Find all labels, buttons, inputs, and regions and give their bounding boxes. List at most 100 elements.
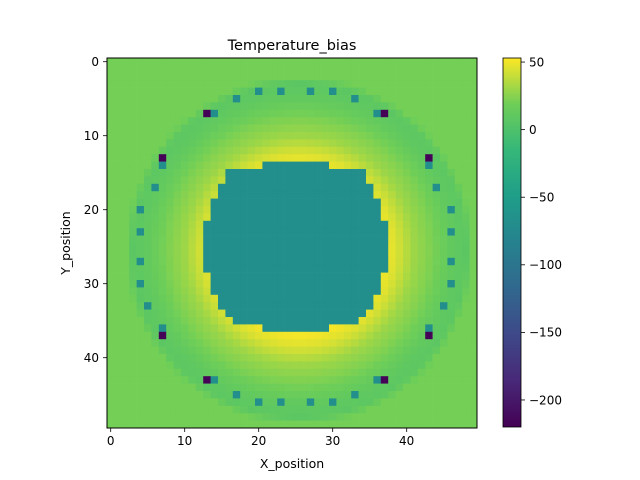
heatmap-cell	[358, 309, 367, 318]
heatmap-cell	[284, 109, 293, 118]
heatmap-cell	[292, 376, 300, 384]
heatmap-cell	[129, 87, 137, 96]
heatmap-cell	[403, 176, 411, 185]
heatmap-cell	[425, 420, 433, 429]
heatmap-cell	[432, 287, 441, 296]
heatmap-cell	[462, 317, 470, 325]
heatmap-cell	[358, 235, 367, 244]
heatmap-cell	[395, 213, 404, 222]
heatmap-cell	[269, 287, 278, 296]
heatmap-cell	[232, 324, 241, 333]
heatmap-cell	[321, 317, 330, 325]
heatmap-cell	[247, 368, 256, 377]
heatmap-cell	[403, 161, 411, 170]
heatmap-cell	[173, 176, 182, 185]
heatmap-cell	[166, 317, 174, 325]
heatmap-cell	[240, 169, 248, 177]
heatmap-cell	[306, 368, 315, 377]
heatmap-cell	[232, 65, 241, 74]
heatmap-cell	[136, 331, 145, 340]
heatmap-cell	[440, 294, 448, 303]
heatmap-cell	[410, 235, 419, 244]
heatmap-cell	[366, 109, 374, 118]
heatmap-cell	[262, 405, 271, 414]
heatmap-cell	[255, 198, 263, 207]
heatmap-cell	[121, 132, 130, 140]
heatmap-cell	[395, 72, 404, 81]
heatmap-cell	[410, 243, 419, 251]
heatmap-cell	[299, 95, 308, 103]
heatmap-cell	[166, 243, 174, 251]
heatmap-cell	[218, 280, 226, 288]
heatmap-cell	[454, 346, 463, 355]
heatmap-cell	[195, 161, 204, 170]
heatmap-cell	[321, 191, 330, 199]
heatmap-cell	[269, 80, 278, 88]
heatmap-cell	[107, 339, 115, 347]
heatmap-cell	[314, 154, 322, 162]
heatmap-cell	[425, 302, 433, 310]
heatmap-cell	[410, 102, 419, 111]
heatmap-cell	[329, 220, 337, 229]
heatmap-cell	[403, 191, 411, 199]
heatmap-cell	[336, 250, 345, 259]
heatmap-cell	[425, 206, 433, 214]
heatmap-cell	[410, 391, 419, 399]
heatmap-cell	[151, 331, 160, 340]
heatmap-cell	[247, 302, 256, 310]
heatmap-cell	[306, 72, 315, 81]
heatmap-cell	[136, 72, 145, 81]
heatmap-cell	[358, 287, 367, 296]
heatmap-cell	[462, 146, 470, 155]
heatmap-cell	[107, 87, 115, 96]
heatmap-cell	[188, 309, 197, 318]
heatmap-cell	[284, 368, 293, 377]
heatmap-cell	[410, 250, 419, 259]
heatmap-cell	[203, 391, 211, 399]
heatmap-cell	[203, 324, 211, 333]
heatmap-cell	[129, 376, 137, 384]
heatmap-cell	[417, 235, 426, 244]
heatmap-cell	[181, 294, 189, 303]
heatmap-cell	[373, 405, 382, 414]
heatmap-cell	[425, 376, 433, 384]
heatmap-cell	[336, 420, 345, 429]
heatmap-cell	[314, 87, 322, 96]
x-axis-label: X_position	[260, 456, 324, 471]
heatmap-cell	[454, 213, 463, 222]
heatmap-cell	[462, 154, 470, 162]
heatmap-cell	[358, 331, 367, 340]
heatmap-cell	[277, 176, 285, 185]
heatmap-cell	[462, 376, 470, 384]
heatmap-cell	[432, 146, 441, 155]
heatmap-cell	[144, 257, 152, 266]
heatmap-cell	[373, 191, 382, 199]
heatmap-cell	[343, 361, 352, 370]
heatmap-cell	[188, 220, 197, 229]
heatmap-cell	[181, 287, 189, 296]
heatmap-cell	[225, 102, 234, 111]
heatmap-cell	[269, 235, 278, 244]
heatmap-cell	[114, 183, 123, 192]
heatmap-cell	[181, 213, 189, 222]
heatmap-cell	[321, 376, 330, 384]
heatmap-cell	[432, 280, 441, 288]
heatmap-cell	[336, 206, 345, 214]
heatmap-cell	[351, 331, 359, 340]
heatmap-cell	[292, 420, 300, 429]
heatmap-cell	[255, 309, 263, 318]
heatmap-cell	[203, 109, 211, 118]
heatmap-cell	[410, 191, 419, 199]
heatmap-cell	[462, 139, 470, 148]
heatmap-cell	[129, 331, 137, 340]
heatmap-cell	[321, 280, 330, 288]
heatmap-cell	[425, 265, 433, 273]
heatmap-cell	[306, 287, 315, 296]
heatmap-cell	[210, 213, 219, 222]
heatmap-cell	[210, 376, 219, 384]
heatmap-cell	[262, 331, 271, 340]
heatmap-cell	[210, 109, 219, 118]
heatmap-cell	[188, 183, 197, 192]
heatmap-cell	[121, 139, 130, 148]
